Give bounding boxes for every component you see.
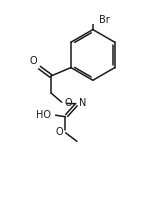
Text: O: O	[56, 127, 64, 137]
Text: Br: Br	[99, 15, 109, 25]
Text: O: O	[65, 98, 72, 108]
Text: O: O	[29, 56, 37, 66]
Text: HO: HO	[36, 110, 51, 120]
Text: N: N	[79, 98, 86, 108]
